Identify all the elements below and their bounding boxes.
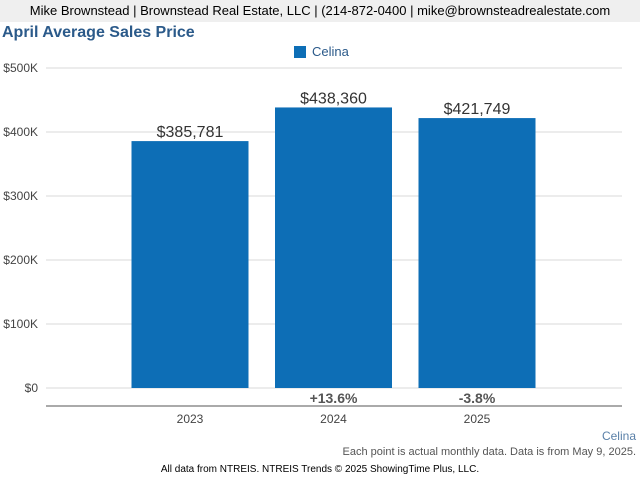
change-label: -3.8% — [459, 390, 496, 406]
legend[interactable]: Celina — [294, 44, 349, 59]
bar-value-label: $421,749 — [444, 101, 511, 118]
legend-swatch — [294, 45, 306, 58]
bar-value-label: $385,781 — [157, 124, 224, 141]
bar-value-label: $438,360 — [300, 90, 367, 107]
y-tick-label: $200K — [3, 253, 38, 267]
y-tick-label: $300K — [3, 189, 38, 203]
area-label[interactable]: Celina — [601, 429, 636, 443]
bar-2025[interactable] — [418, 118, 536, 389]
y-tick-label: $400K — [3, 125, 38, 139]
y-tick-label: $100K — [3, 317, 38, 331]
y-tick-label: $0 — [25, 381, 39, 395]
legend-label: Celina — [312, 44, 349, 59]
chart-title: April Average Sales Price — [2, 24, 195, 41]
x-tick-label: 2023 — [177, 412, 204, 426]
data-note: Each point is actual monthly data. Data … — [342, 446, 636, 458]
x-tick-label: 2024 — [320, 412, 347, 426]
bar-2023[interactable] — [131, 141, 249, 388]
bar-2024[interactable] — [275, 107, 392, 389]
contact-header: Mike Brownstead | Brownstead Real Estate… — [0, 0, 640, 22]
change-label: +13.6% — [310, 390, 358, 406]
y-tick-label: $500K — [3, 61, 38, 75]
source-note: All data from NTREIS. NTREIS Trends © 20… — [160, 464, 480, 475]
x-tick-label: 2025 — [464, 412, 491, 426]
